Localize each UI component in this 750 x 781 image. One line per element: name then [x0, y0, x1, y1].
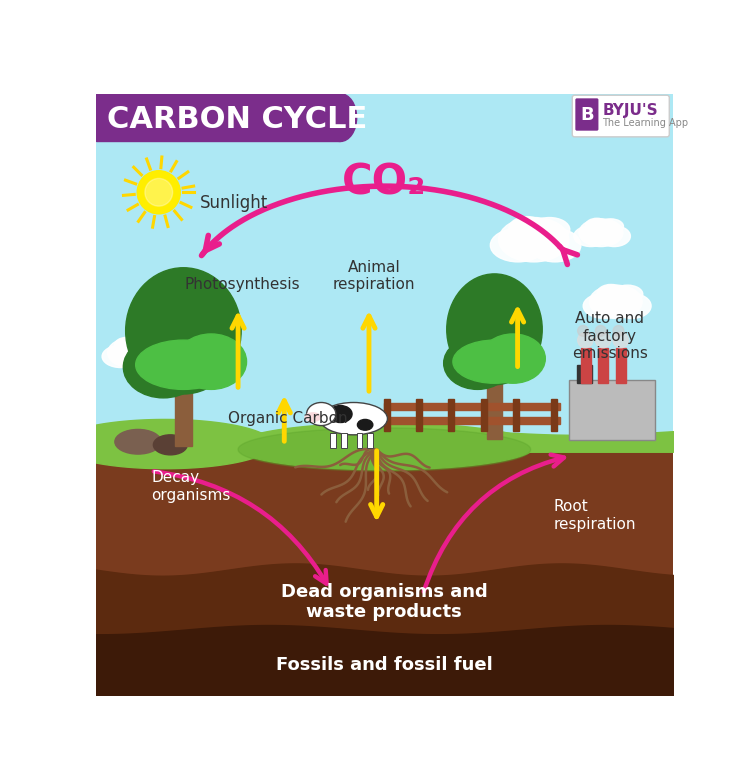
Bar: [569, 380, 656, 440]
Ellipse shape: [590, 285, 642, 319]
Ellipse shape: [598, 219, 623, 234]
Ellipse shape: [358, 419, 373, 430]
Ellipse shape: [176, 334, 247, 390]
Ellipse shape: [128, 345, 163, 368]
Ellipse shape: [530, 218, 570, 241]
Ellipse shape: [305, 413, 320, 422]
Ellipse shape: [320, 402, 388, 435]
Bar: [96, 444, 674, 695]
Bar: [175, 379, 192, 447]
Ellipse shape: [453, 340, 536, 383]
Bar: [331, 433, 336, 448]
Ellipse shape: [102, 345, 139, 368]
Bar: [487, 377, 502, 439]
Ellipse shape: [108, 338, 154, 368]
Ellipse shape: [597, 284, 625, 302]
Bar: [513, 398, 519, 431]
Bar: [577, 365, 592, 383]
Bar: [368, 433, 373, 448]
Circle shape: [145, 178, 172, 206]
Bar: [448, 398, 454, 431]
Ellipse shape: [481, 334, 545, 383]
Ellipse shape: [115, 337, 139, 353]
Text: Photosynthesis: Photosynthesis: [184, 277, 300, 292]
Bar: [341, 433, 346, 448]
Bar: [416, 398, 422, 431]
Bar: [384, 417, 560, 424]
Text: Organic Carbon: Organic Carbon: [228, 411, 348, 426]
Text: BYJU'S: BYJU'S: [602, 103, 658, 118]
Polygon shape: [234, 423, 535, 470]
Text: Decay
organisms: Decay organisms: [151, 470, 230, 503]
Ellipse shape: [115, 430, 161, 454]
Circle shape: [596, 326, 606, 337]
Circle shape: [613, 333, 628, 348]
Bar: [616, 348, 626, 383]
Ellipse shape: [574, 226, 608, 247]
Bar: [481, 398, 487, 431]
FancyBboxPatch shape: [572, 95, 669, 137]
Ellipse shape: [490, 229, 546, 262]
Bar: [357, 433, 362, 448]
Ellipse shape: [585, 218, 608, 234]
Ellipse shape: [447, 274, 542, 385]
Ellipse shape: [612, 294, 651, 319]
Ellipse shape: [153, 435, 188, 455]
Text: CO₂: CO₂: [342, 161, 427, 203]
Ellipse shape: [499, 218, 568, 262]
Ellipse shape: [530, 229, 581, 262]
Ellipse shape: [444, 337, 512, 390]
Ellipse shape: [584, 294, 625, 319]
Ellipse shape: [136, 340, 231, 390]
Text: Fossils and fossil fuel: Fossils and fossil fuel: [276, 656, 493, 674]
Text: CARBON CYCLE: CARBON CYCLE: [107, 105, 368, 134]
Ellipse shape: [123, 337, 203, 398]
Ellipse shape: [329, 405, 352, 423]
Bar: [598, 348, 608, 383]
Ellipse shape: [128, 338, 155, 354]
Polygon shape: [57, 419, 273, 469]
Circle shape: [578, 333, 593, 348]
Bar: [96, 94, 340, 141]
Text: B: B: [580, 105, 594, 123]
Ellipse shape: [509, 216, 546, 241]
Ellipse shape: [579, 219, 623, 247]
Circle shape: [596, 333, 610, 348]
Bar: [384, 403, 560, 410]
Bar: [550, 398, 556, 431]
Ellipse shape: [598, 226, 631, 247]
Bar: [383, 398, 390, 431]
Text: Auto and
factory
emissions: Auto and factory emissions: [572, 312, 648, 361]
Ellipse shape: [324, 94, 357, 141]
Polygon shape: [238, 428, 531, 471]
Circle shape: [578, 326, 589, 337]
Text: Root
respiration: Root respiration: [554, 500, 636, 532]
Circle shape: [137, 171, 180, 214]
Circle shape: [613, 326, 624, 337]
Text: Dead organisms and
waste products: Dead organisms and waste products: [281, 583, 488, 622]
Text: The Learning App: The Learning App: [602, 118, 688, 128]
Ellipse shape: [126, 268, 242, 394]
Text: Animal
respiration: Animal respiration: [333, 260, 416, 292]
Text: Sunlight: Sunlight: [200, 194, 268, 212]
Ellipse shape: [307, 402, 336, 426]
Ellipse shape: [612, 285, 643, 303]
Bar: [580, 348, 591, 383]
FancyBboxPatch shape: [575, 98, 598, 130]
